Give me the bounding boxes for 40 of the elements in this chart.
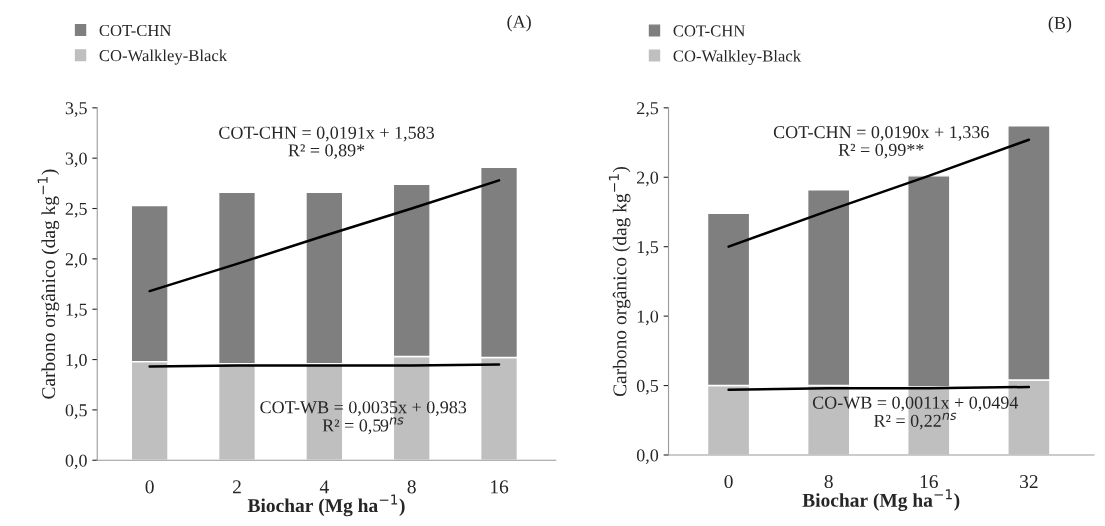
line-series	[148, 179, 501, 293]
x-axis-title: Biochar (Mg ha$^{−1}$)	[802, 489, 960, 511]
annotation: COT-CHN = 0,0190x + 1,336 R² = 0,99**	[773, 126, 989, 159]
x-axis-title: Biochar (Mg ha$^{−1}$)	[247, 494, 405, 517]
y-tick-label: 1,5	[637, 241, 659, 256]
y-tick-label: 2,5	[637, 102, 659, 117]
y-axis-title: Carbono orgânico (dag kg$^{−1}$)	[608, 166, 631, 397]
x-tick-label: 16	[920, 475, 938, 489]
x-tick-label: 4	[319, 480, 329, 494]
text: (A)	[507, 15, 531, 32]
annotation: COT-WB = 0,0035x + 0,983 R² = 0,59$^{ns}$	[260, 401, 467, 435]
annotation: COT-CHN = 0,0191x + 1,583 R² = 0,89*	[219, 126, 434, 159]
y-tick-label: 1,0	[637, 310, 659, 326]
legend-label: CO-Walkley-Black	[99, 49, 228, 65]
legend-label: COT-CHN	[673, 25, 745, 37]
x-tick-label: 16	[491, 480, 509, 494]
annotation: CO-WB = 0,0011x + 0,0494 R² = 0,22$^{ns}$	[812, 396, 1019, 430]
y-tick-label: 2,0	[65, 253, 87, 268]
y-tick-label: 1,0	[66, 353, 87, 369]
y-tick-label: 0,0	[636, 449, 659, 465]
y-tick-label: 2,5	[65, 202, 87, 218]
bar	[305, 191, 344, 365]
x-tick-label: 8	[824, 475, 833, 489]
x-tick-label: 0	[145, 480, 154, 494]
legend-label: COT-CHN	[99, 24, 172, 37]
y-tick-label: 1,5	[66, 303, 87, 319]
x-tick-label: 8	[407, 480, 416, 494]
y-tick-label: 2,0	[637, 171, 659, 187]
y-tick-label: 0,5	[65, 404, 87, 419]
y-axis-title: Carbono orgânico (dag kg$^{−1}$)	[37, 169, 60, 399]
bar	[907, 175, 951, 388]
x-tick-label: 0	[724, 475, 733, 489]
legend-label: CO-Walkley-Black	[673, 49, 802, 66]
y-tick-label: 3,0	[65, 152, 87, 168]
y-tick-label: 0,0	[65, 454, 87, 470]
x-tick-label: 2	[232, 480, 241, 494]
text: (B)	[1048, 16, 1072, 33]
y-tick-label: 3,5	[65, 102, 87, 117]
y-tick-label: 0,5	[636, 379, 659, 395]
x-tick-label: 32	[1020, 475, 1038, 489]
